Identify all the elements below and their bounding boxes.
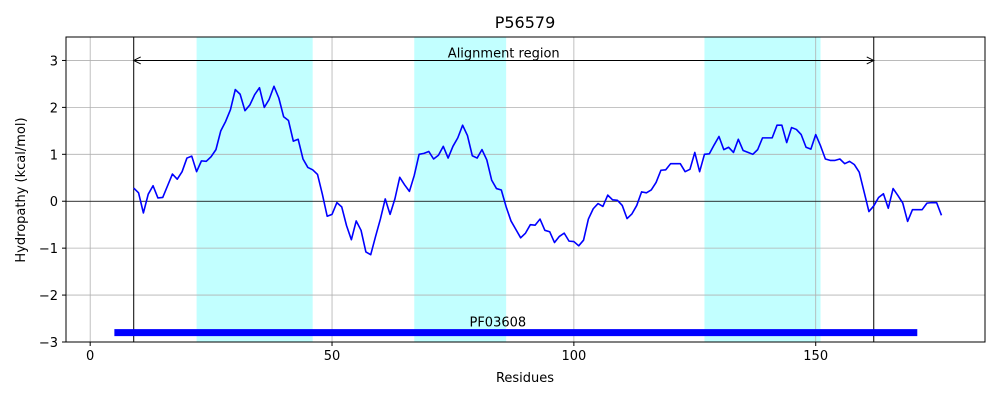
y-tick-label: 1: [50, 148, 58, 163]
plot-frame: [65, 36, 986, 343]
y-tick-label: −3: [39, 336, 58, 351]
shaded-region-1: [196, 37, 313, 342]
chart-title: P56579: [495, 13, 556, 32]
y-axis-label: Hydropathy (kcal/mol): [14, 117, 29, 262]
y-tick-label: 2: [50, 101, 58, 116]
domain-label: PF03608: [469, 316, 526, 331]
y-tick-label: 0: [50, 195, 58, 210]
y-tick-label: 3: [50, 54, 58, 69]
hydropathy-line: [133, 85, 943, 256]
alignment-arrow-right-head: [866, 56, 875, 65]
shaded-region-2: [414, 37, 507, 342]
x-tick-label: 0: [86, 349, 94, 364]
y-tick-label: −2: [39, 289, 58, 304]
x-axis-label: Residues: [496, 371, 554, 386]
x-tick-label: 150: [803, 349, 828, 364]
alignment-arrow-left-head: [132, 56, 141, 65]
x-tick-label: 50: [324, 349, 341, 364]
y-tick-label: −1: [39, 242, 58, 257]
alignment-label: Alignment region: [448, 46, 560, 61]
domain-bar: [114, 329, 918, 337]
x-tick-label: 100: [561, 349, 586, 364]
shaded-region-3: [704, 37, 821, 342]
